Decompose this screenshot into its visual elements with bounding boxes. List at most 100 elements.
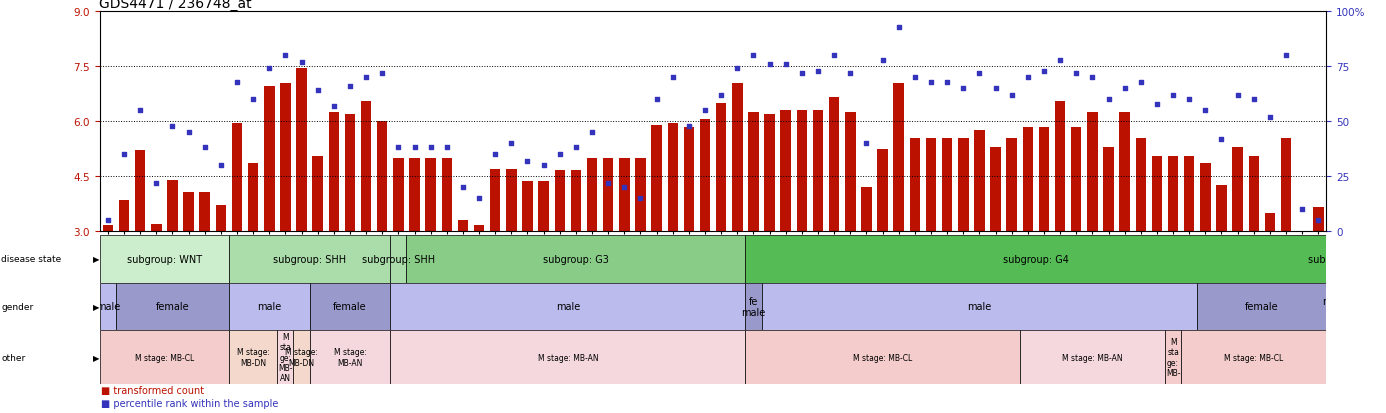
Bar [746,235,1326,283]
Text: M
sta
ge:
MB-: M sta ge: MB- [1166,337,1181,377]
Bar [309,283,391,330]
Bar [297,69,306,231]
Bar [200,193,209,231]
Bar [538,182,549,231]
Point [1066,70,1088,77]
Bar [168,180,177,231]
Text: subgroup: G4: subgroup: G4 [1003,254,1069,264]
Point [291,59,313,66]
Bar [442,158,452,231]
Bar [845,113,855,231]
Bar [1006,138,1017,231]
Bar [1249,157,1258,231]
Point [387,145,409,152]
Bar [119,200,129,231]
Bar [426,158,437,231]
Point [129,107,151,114]
Bar [474,226,484,231]
Point [1275,53,1297,59]
Bar [328,113,340,231]
Point [226,79,248,86]
Point [452,184,474,191]
Text: male: male [556,301,579,312]
Point [1033,68,1055,75]
Text: ▶: ▶ [93,353,100,362]
Point [161,123,183,130]
Text: M stage: MB-CL: M stage: MB-CL [1224,353,1283,362]
Bar [1135,138,1146,231]
Text: female: female [1245,301,1279,312]
Bar [1168,157,1178,231]
Point [629,195,651,202]
Bar [406,235,746,283]
Bar [586,158,597,231]
Bar [990,147,1001,231]
Text: female: female [155,301,190,312]
Point [710,92,732,99]
Point [194,145,216,152]
Text: M
stage:
MB-Myc: M stage: MB-Myc [1328,342,1357,372]
Text: ■ transformed count: ■ transformed count [101,385,204,395]
Text: male: male [1339,301,1362,312]
Point [855,140,877,147]
Bar [183,193,194,231]
Point [807,68,829,75]
Bar [506,169,517,231]
Point [775,62,797,68]
Point [532,162,554,169]
Bar [894,83,904,231]
Text: male: male [96,301,121,312]
Bar [780,111,791,231]
Text: male: male [967,301,991,312]
Point [1307,217,1329,224]
Bar [877,149,888,231]
Point [1017,75,1040,81]
Bar [391,235,406,283]
Bar [229,330,277,384]
Bar [345,114,355,231]
Bar [1326,283,1343,330]
Bar [1023,127,1033,231]
Point [1195,107,1217,114]
Bar [942,138,952,231]
Bar [491,169,500,231]
Bar [651,126,663,231]
Point [1243,97,1265,103]
Bar [1281,138,1292,231]
Point [969,70,991,77]
Bar [248,164,258,231]
Point [274,53,297,59]
Point [984,86,1006,93]
Bar [1103,147,1114,231]
Bar [635,158,646,231]
Point [468,195,491,202]
Bar [312,157,323,231]
Point [338,83,360,90]
Bar [263,87,274,231]
Bar [926,138,936,231]
Text: subgroup: G3: subgroup: G3 [543,254,608,264]
Text: M
sta
ge:
MB-
AN: M sta ge: MB- AN [279,332,292,382]
Bar [409,158,420,231]
Point [952,86,974,93]
Bar [277,330,294,384]
Bar [116,283,229,330]
Point [646,97,668,103]
Bar [294,330,309,384]
Point [1161,92,1184,99]
Text: GDS4471 / 236748_at: GDS4471 / 236748_at [98,0,251,12]
Bar [391,283,746,330]
Bar [1232,147,1243,231]
Bar [861,188,872,231]
Point [435,145,457,152]
Text: ▶: ▶ [93,255,100,263]
Point [258,66,280,73]
Text: male
e: male e [1322,296,1347,318]
Point [823,53,845,59]
Bar [1071,127,1081,231]
Point [517,158,539,164]
Bar [280,83,291,231]
Bar [797,111,807,231]
Point [1146,101,1168,108]
Point [177,130,200,136]
